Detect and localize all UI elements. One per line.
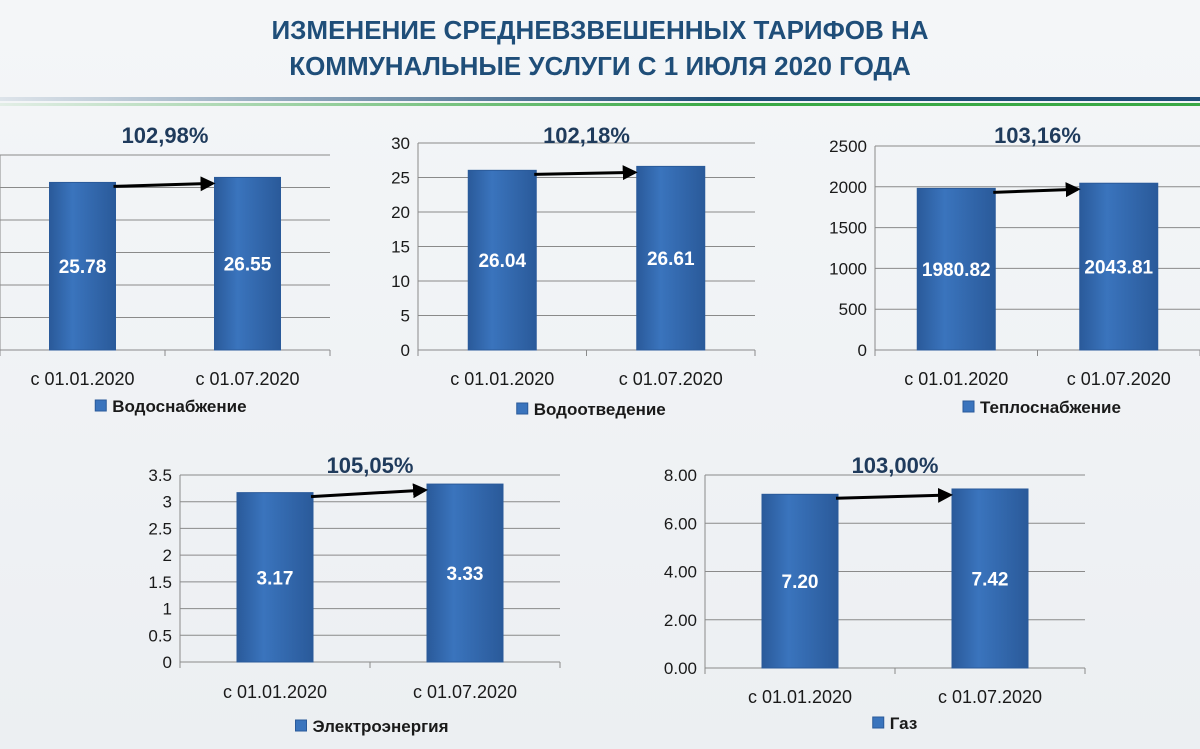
bar-value-label: 25.78 [59, 257, 107, 278]
y-tick-label: 1000 [829, 259, 867, 278]
legend-swatch [516, 402, 529, 415]
title-line-1: ИЗМЕНЕНИЕ СРЕДНЕВЗВЕШЕННЫХ ТАРИФОВ НА [271, 15, 929, 45]
y-tick-label: 0 [401, 341, 410, 360]
y-tick-label: 0.5 [148, 626, 172, 645]
bar [214, 176, 281, 351]
y-tick-label: 2.5 [148, 519, 172, 538]
bar [426, 483, 504, 663]
title-divider-blue [0, 97, 1200, 101]
legend-label: Теплоснабжение [980, 398, 1121, 417]
y-tick-label: 10 [391, 272, 410, 291]
x-category-label: с 01.07.2020 [195, 369, 299, 389]
y-tick-label: 2.00 [664, 611, 697, 630]
bar [49, 181, 116, 351]
x-category-label: с 01.01.2020 [30, 369, 134, 389]
chart-gas: 0.00 2.00 4.00 6.00 8.00 7.20 с 01.01.2020 7.42… [664, 453, 1086, 733]
y-tick-label: 25 [391, 169, 410, 188]
percent-change-label: 103,16% [994, 123, 1081, 148]
title-line-2: КОММУНАЛЬНЫЕ УСЛУГИ С 1 ИЮЛЯ 2020 ГОДА [289, 51, 911, 81]
x-category-label: с 01.07.2020 [1067, 369, 1171, 389]
x-category-label: с 01.01.2020 [450, 369, 554, 389]
x-category-label: с 01.01.2020 [748, 687, 852, 707]
change-arrow [113, 176, 216, 192]
percent-change-label: 105,05% [327, 453, 414, 478]
bar-value-label: 1980.82 [922, 260, 991, 281]
y-tick-label: 1500 [829, 219, 867, 238]
y-tick-label: 15 [391, 238, 410, 257]
x-category-label: с 01.01.2020 [223, 682, 327, 702]
x-category-label: с 01.01.2020 [904, 369, 1008, 389]
x-category-label: с 01.07.2020 [413, 682, 517, 702]
title-divider-green [0, 103, 1200, 106]
change-arrow [835, 487, 953, 503]
legend-swatch [962, 400, 975, 413]
y-tick-label: 5 [401, 307, 410, 326]
bar-value-label: 26.61 [647, 249, 695, 270]
y-tick-label: 6.00 [664, 514, 697, 533]
legend-swatch [295, 719, 307, 732]
y-tick-label: 4.00 [664, 563, 697, 582]
bar-value-label: 7.20 [782, 572, 819, 593]
chart-heat-supply: 0 500 1000 1500 2000 2500 1980.82 с 01.01.2020 2… [829, 123, 1200, 417]
y-tick-label: 500 [839, 300, 867, 319]
bar [761, 493, 839, 669]
legend-label: Газ [890, 714, 918, 733]
bar-value-label: 2043.81 [1084, 258, 1153, 279]
percent-change-label: 102,98% [122, 123, 209, 148]
y-tick-label: 3 [163, 493, 172, 512]
y-tick-label: 2000 [829, 178, 867, 197]
y-tick-label: 3.5 [148, 466, 172, 485]
y-tick-label: 20 [391, 203, 410, 222]
change-arrow [310, 483, 428, 499]
x-category-label: с 01.07.2020 [938, 687, 1042, 707]
y-tick-label: 0 [163, 653, 172, 672]
bar-value-label: 3.33 [447, 564, 484, 585]
legend-label: Электроэнергия [313, 717, 449, 736]
y-tick-label: 30 [391, 134, 410, 153]
x-category-label: с 01.07.2020 [619, 369, 723, 389]
y-tick-label: 0.00 [664, 659, 697, 678]
bar [467, 169, 537, 351]
bar [236, 492, 314, 663]
legend-label: Водоотведение [534, 400, 666, 419]
bar [916, 187, 996, 351]
bar-value-label: 26.04 [478, 251, 526, 272]
change-arrow [993, 182, 1081, 198]
y-tick-label: 2500 [829, 137, 867, 156]
change-arrow [534, 165, 638, 181]
bar [951, 488, 1029, 669]
chart-electricity: 0 0.5 1 1.5 2 2.5 3 3.5 3.17 с 01.01.2020 3.33 с 01… [148, 453, 561, 736]
y-tick-label: 0 [858, 341, 867, 360]
percent-change-label: 102,18% [543, 123, 630, 148]
chart-water-supply: 25.78 с 01.01.2020 26.55 с 01.07.2020 102,98… [0, 123, 331, 416]
bar-value-label: 3.17 [257, 568, 294, 589]
chart-water-disposal: 0 5 10 15 20 25 30 26.04 с 01.01.2020 26.61 с 01.0… [391, 123, 756, 419]
legend-swatch [872, 716, 885, 729]
bar-value-label: 7.42 [972, 569, 1009, 590]
page-title: ИЗМЕНЕНИЕ СРЕДНЕВЗВЕШЕННЫХ ТАРИФОВ НА КО… [0, 12, 1200, 84]
y-tick-label: 2 [163, 546, 172, 565]
y-tick-label: 8.00 [664, 466, 697, 485]
percent-change-label: 103,00% [852, 453, 939, 478]
bar-value-label: 26.55 [224, 255, 272, 276]
legend-label: Водоснабжение [112, 397, 246, 416]
y-tick-label: 1 [163, 600, 172, 619]
bar [636, 165, 706, 351]
bar [1079, 182, 1159, 351]
y-tick-label: 1.5 [148, 573, 172, 592]
legend-swatch [94, 399, 107, 412]
